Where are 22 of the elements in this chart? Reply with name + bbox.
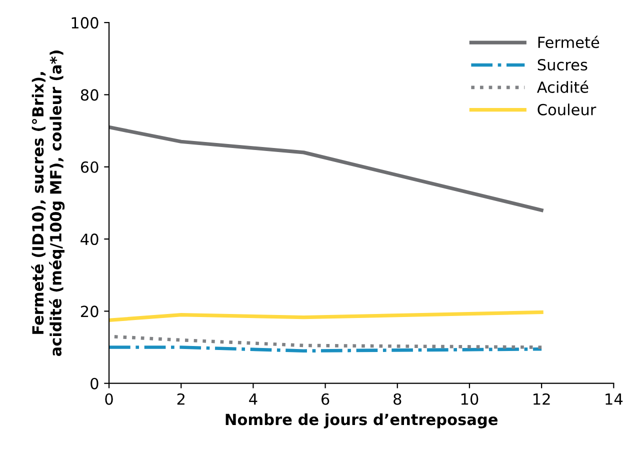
- x-axis-title: Nombre de jours d’entreposage: [226, 413, 498, 428]
- legend-label: Couleur: [538, 104, 596, 116]
- x-tick-label: 4: [249, 394, 258, 405]
- x-tick-label: 2: [177, 393, 184, 405]
- x-tick-label: 14: [606, 394, 623, 405]
- x-tick-label: 10: [461, 393, 478, 405]
- y-tick-label: 60: [80, 161, 98, 173]
- y-tick-label: 40: [80, 233, 98, 246]
- legend-label: Sucres: [538, 58, 588, 71]
- x-tick-label: 6: [322, 393, 330, 405]
- y-tick-label: 80: [80, 89, 98, 101]
- line-series: [109, 125, 544, 212]
- line-series: [109, 310, 544, 322]
- x-tick-label: 0: [105, 393, 113, 405]
- y-axis-title: Fermeté (ID10), sucres (°Brix), acidité (méq/100g MF), couleur (a*): [31, 50, 65, 356]
- x-tick-label: 12: [534, 393, 550, 405]
- legend-label: Acidité: [536, 80, 588, 93]
- legend-label: Fermeté: [538, 36, 600, 48]
- y-tick-label: 20: [80, 306, 98, 318]
- y-tick-label: 0: [90, 378, 98, 390]
- y-tick-label: 100: [72, 17, 98, 29]
- x-tick-label: 8: [394, 393, 402, 405]
